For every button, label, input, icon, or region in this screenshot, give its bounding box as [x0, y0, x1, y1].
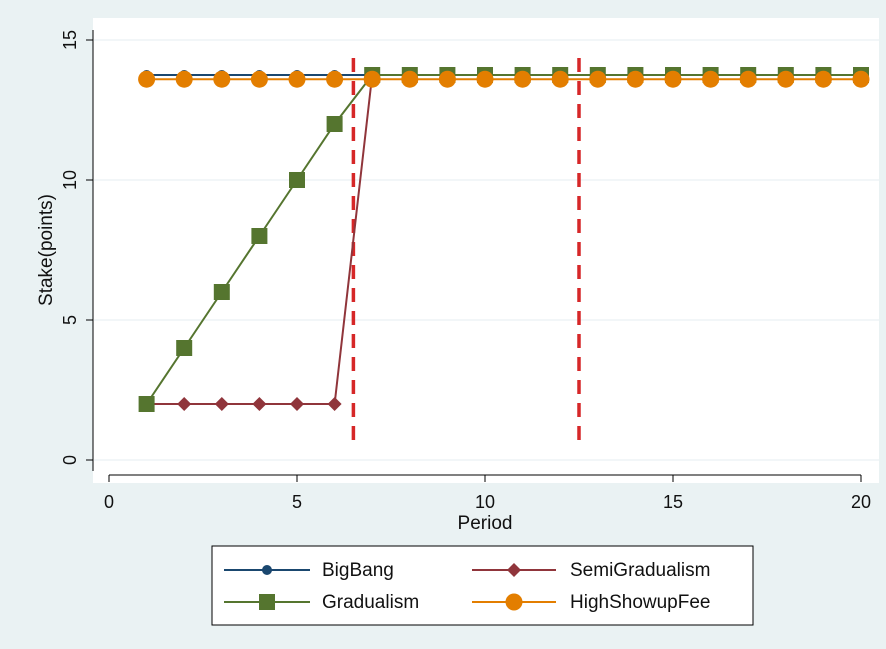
data-point-Gradualism	[326, 116, 343, 132]
data-point-Gradualism	[176, 340, 193, 356]
y-tick-label: 10	[60, 170, 80, 190]
reference-lines	[351, 58, 581, 440]
series-lines	[138, 67, 870, 412]
x-tick-label: 5	[292, 492, 302, 512]
data-point-HighShowupFee	[213, 70, 231, 88]
data-point-HighShowupFee	[777, 70, 795, 88]
x-tick-label: 0	[104, 492, 114, 512]
legend-marker-BigBang	[262, 565, 272, 575]
legend-label: HighShowupFee	[570, 592, 710, 613]
legend-label: Gradualism	[322, 592, 419, 613]
data-point-Gradualism	[251, 228, 268, 244]
data-point-HighShowupFee	[476, 70, 494, 88]
data-point-HighShowupFee	[551, 70, 569, 88]
legend-marker-SemiGradualism	[507, 563, 521, 577]
data-point-HighShowupFee	[288, 70, 306, 88]
data-point-HighShowupFee	[589, 70, 607, 88]
gridlines	[94, 39, 879, 461]
axis-ticks: 0 5 10 15 0 5 10 15 20	[60, 30, 871, 512]
data-point-Gradualism	[138, 396, 155, 412]
data-point-SemiGradualism	[327, 397, 342, 411]
data-point-HighShowupFee	[739, 70, 757, 88]
x-axis-title: Period	[458, 513, 513, 534]
data-point-HighShowupFee	[626, 70, 644, 88]
legend-label: SemiGradualism	[570, 560, 710, 581]
legend-marker-Gradualism	[259, 594, 275, 610]
data-point-HighShowupFee	[326, 70, 344, 88]
series-HighShowupFee	[138, 70, 870, 88]
data-point-HighShowupFee	[852, 70, 870, 88]
y-tick-label: 5	[60, 315, 80, 325]
data-point-HighShowupFee	[175, 70, 193, 88]
data-point-SemiGradualism	[177, 397, 192, 411]
data-point-HighShowupFee	[401, 70, 419, 88]
legend-label: BigBang	[322, 560, 394, 581]
data-point-HighShowupFee	[702, 70, 720, 88]
legend-marker-HighShowupFee	[505, 593, 523, 611]
legend-box	[211, 545, 754, 626]
y-axis-title: Stake(points)	[36, 194, 57, 306]
y-tick-label: 0	[60, 455, 80, 465]
data-point-HighShowupFee	[138, 70, 156, 88]
data-point-HighShowupFee	[514, 70, 532, 88]
data-point-HighShowupFee	[664, 70, 682, 88]
data-point-HighShowupFee	[438, 70, 456, 88]
data-point-Gradualism	[213, 284, 230, 300]
data-point-SemiGradualism	[252, 397, 267, 411]
data-point-HighShowupFee	[814, 70, 832, 88]
data-point-SemiGradualism	[290, 397, 304, 411]
data-point-HighShowupFee	[250, 70, 268, 88]
x-tick-label: 15	[663, 492, 683, 512]
y-tick-label: 15	[60, 30, 80, 50]
data-point-Gradualism	[289, 172, 305, 188]
data-point-SemiGradualism	[214, 397, 229, 411]
data-point-HighShowupFee	[363, 70, 381, 88]
plot-area	[93, 18, 879, 483]
legend: BigBang SemiGradualism Gradualism HighShowu…	[211, 545, 754, 626]
x-tick-label: 20	[851, 492, 871, 512]
x-tick-label: 10	[475, 492, 495, 512]
